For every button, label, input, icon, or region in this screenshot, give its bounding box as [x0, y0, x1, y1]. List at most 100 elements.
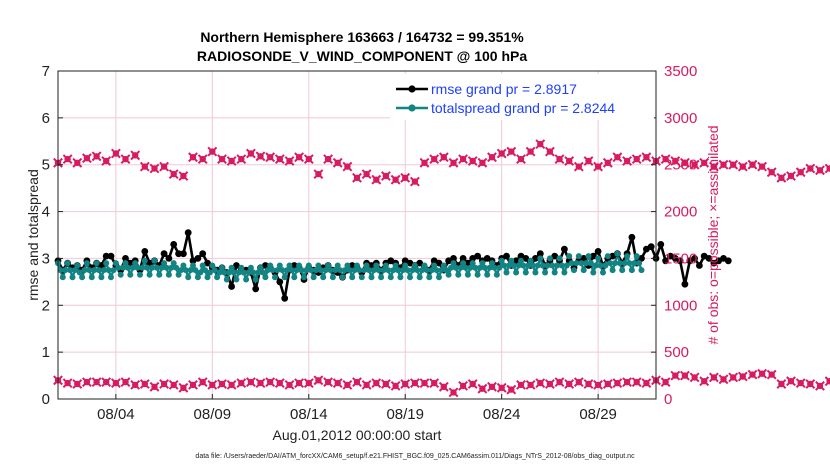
obs-assimilated-point — [429, 378, 440, 389]
obs-assimilated-point — [62, 378, 73, 389]
obs-possible-point — [323, 154, 334, 165]
totalspread-point — [117, 271, 124, 278]
totalspread-point — [431, 262, 438, 269]
totalspread-point — [206, 269, 213, 276]
totalspread-point — [513, 269, 520, 276]
totalspread-point — [329, 274, 336, 281]
obs-possible-point — [458, 154, 469, 165]
obs-assimilated-point — [110, 378, 121, 389]
obs-assimilated-point — [612, 378, 623, 389]
rmse-point — [681, 280, 689, 288]
obs-possible-point — [188, 152, 198, 163]
obs-possible-point — [544, 146, 555, 157]
obs-possible-point — [91, 151, 102, 162]
totalspread-point — [636, 260, 643, 267]
totalspread-point — [288, 267, 295, 274]
totalspread-point — [137, 271, 143, 278]
totalspread-point — [223, 276, 230, 283]
x-axis-label: Aug.01,2012 00:00:00 start — [273, 427, 442, 443]
rmse-point — [551, 252, 559, 260]
obs-assimilated-point — [380, 379, 391, 389]
totalspread-point — [452, 264, 459, 271]
obs-possible-point — [776, 172, 787, 183]
totalspread-point — [397, 274, 404, 281]
totalspread-point — [602, 262, 609, 269]
totalspread-point — [460, 260, 467, 267]
obs-assimilated-point — [139, 379, 150, 389]
totalspread-point — [182, 267, 189, 274]
totalspread-point — [214, 274, 221, 281]
totalspread-point — [527, 257, 534, 264]
obs-assimilated-point — [409, 378, 420, 389]
obs-assimilated-point — [265, 377, 276, 388]
obs-possible-point — [101, 156, 112, 166]
obs-assimilated-point — [805, 379, 816, 389]
rmse-point — [122, 255, 129, 262]
totalspread-point — [327, 267, 334, 274]
obs-assimilated-point — [168, 379, 179, 390]
totalspread-point — [409, 267, 416, 274]
obs-possible-point — [236, 154, 247, 165]
obs-possible-point — [525, 146, 536, 157]
totalspread-point — [334, 262, 341, 269]
totalspread-point — [467, 264, 474, 271]
rmse-point — [228, 283, 236, 290]
totalspread-point — [296, 262, 303, 269]
totalspread-point — [74, 262, 81, 269]
obs-possible-point — [708, 161, 719, 172]
totalspread-point — [358, 274, 365, 281]
totalspread-point — [370, 267, 377, 274]
totalspread-point — [226, 269, 233, 276]
totalspread-point — [416, 274, 423, 281]
totalspread-point — [411, 262, 418, 269]
totalspread-point — [392, 262, 399, 269]
obs-assimilated-point — [332, 378, 343, 389]
totalspread-point — [518, 257, 524, 264]
totalspread-point — [368, 274, 375, 281]
totalspread-point — [491, 264, 498, 271]
x-tick-label: 08/19 — [386, 406, 424, 423]
totalspread-point — [351, 267, 358, 274]
totalspread-point — [626, 260, 633, 267]
obs-assimilated-point — [371, 378, 382, 389]
totalspread-point — [621, 260, 628, 267]
obs-assimilated-point — [81, 377, 92, 388]
totalspread-point — [489, 260, 495, 267]
totalspread-point — [496, 264, 503, 271]
obs-possible-point — [448, 157, 459, 168]
obs-possible-point — [294, 152, 305, 163]
obs-assimilated-point — [197, 377, 208, 388]
obs-assimilated-point — [602, 379, 613, 389]
totalspread-point — [91, 267, 98, 274]
totalspread-point — [583, 260, 590, 267]
obs-assimilated-point — [737, 371, 748, 382]
obs-assimilated-point — [699, 376, 710, 387]
obs-possible-point — [429, 154, 440, 165]
data-file-footnote: data file: /Users/raeder/DAI/ATM_forcXX/… — [195, 453, 635, 460]
obs-possible-point — [168, 169, 179, 180]
obs-possible-point — [284, 156, 295, 166]
totalspread-point — [628, 267, 635, 274]
totalspread-point — [305, 262, 312, 269]
obs-possible-point — [766, 167, 777, 178]
totalspread-point — [462, 264, 469, 271]
totalspread-point — [317, 267, 324, 274]
obs-assimilated-point — [101, 377, 112, 388]
rmse-point — [199, 250, 207, 258]
totalspread-point — [202, 267, 209, 274]
rmse-point — [705, 255, 713, 262]
totalspread-point — [378, 274, 385, 281]
obs-assimilated-point — [149, 381, 160, 392]
totalspread-point — [284, 267, 291, 274]
rmse-point — [536, 250, 544, 258]
totalspread-point — [585, 253, 592, 260]
totalspread-point — [530, 262, 536, 269]
obs-assimilated-point — [159, 379, 170, 389]
obs-possible-point — [342, 161, 353, 172]
totalspread-point — [69, 274, 76, 281]
totalspread-point — [404, 267, 411, 274]
obs-assimilated-point — [217, 379, 227, 389]
totalspread-point — [563, 262, 570, 269]
obs-assimilated-point — [747, 369, 758, 380]
